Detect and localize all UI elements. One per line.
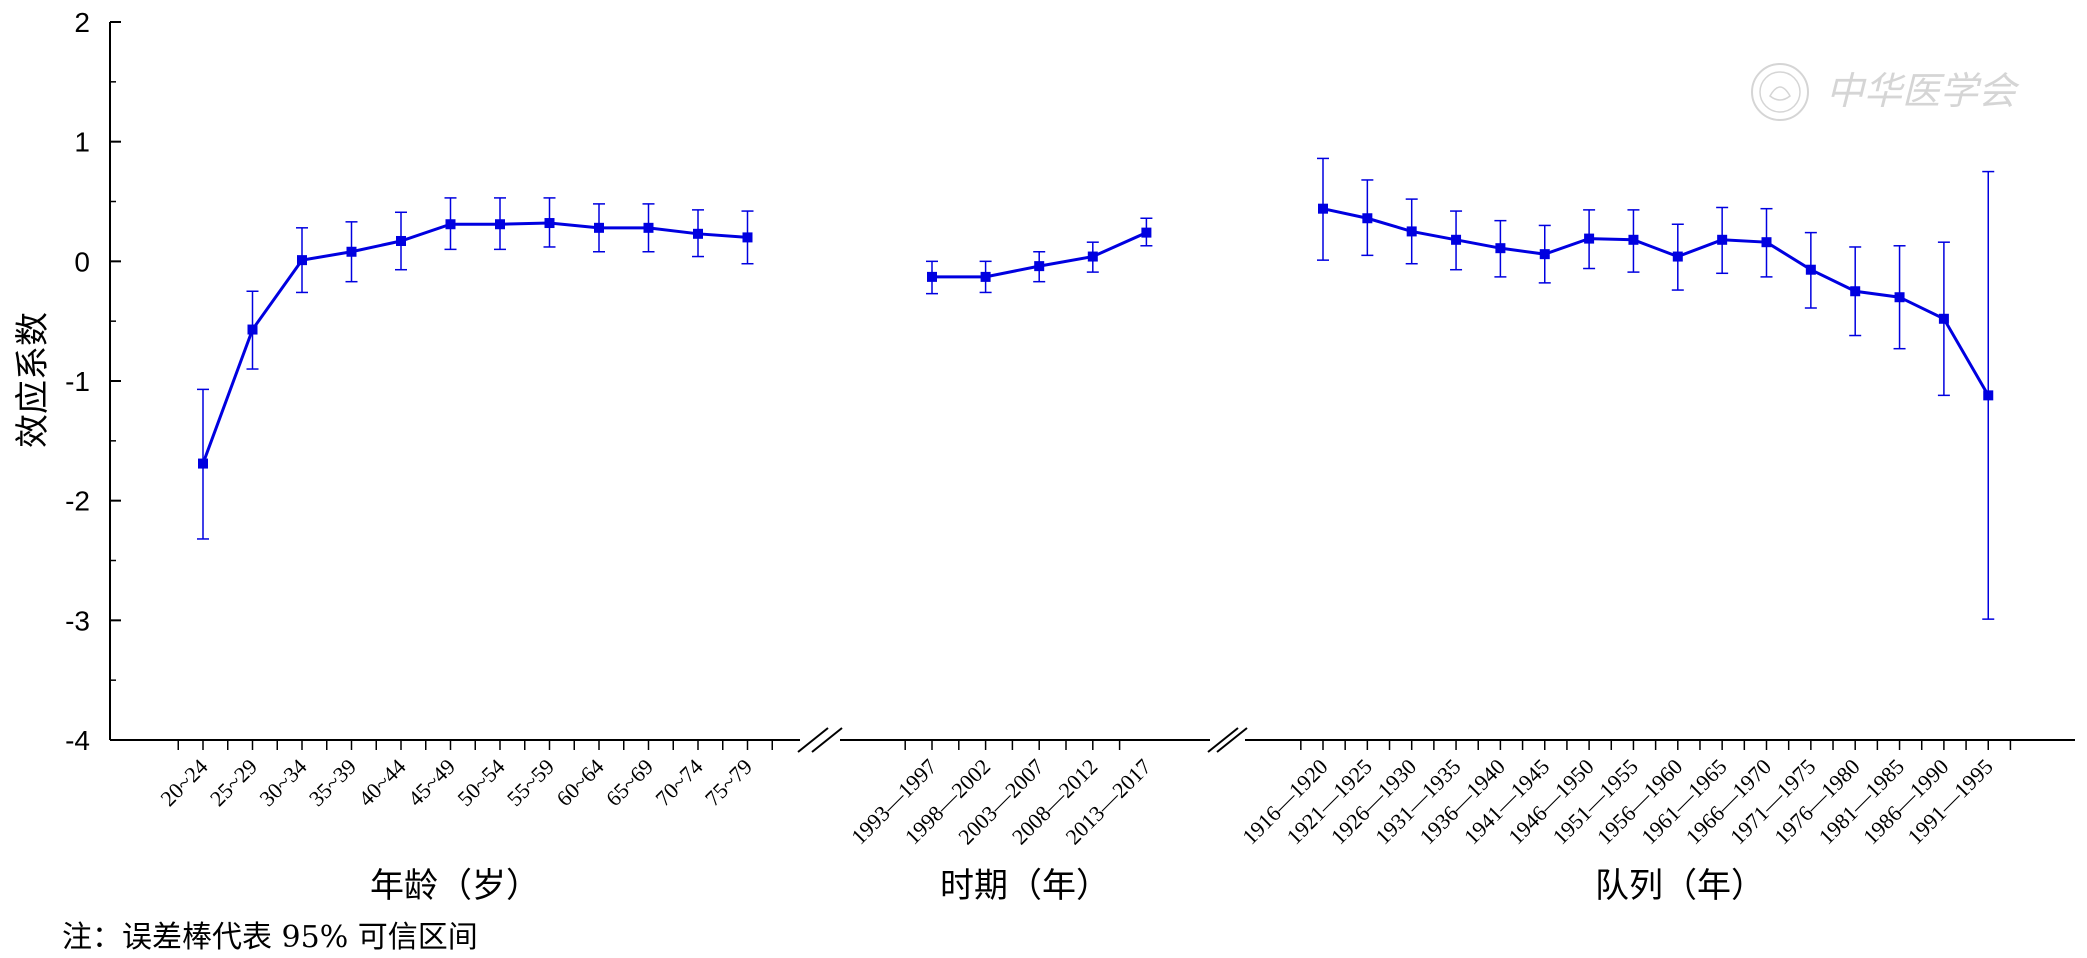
- x-tick-label: 45~49: [403, 754, 460, 811]
- data-point: [594, 222, 604, 233]
- x-tick-label: 20~24: [155, 754, 212, 811]
- data-point: [247, 324, 258, 335]
- x-tick-label: 25~29: [205, 754, 262, 811]
- series-line: [201, 221, 748, 465]
- panel-2: 1993—19971998—20022003—20072008—20122013…: [846, 217, 1156, 906]
- y-axis-title: 效应系数: [13, 312, 53, 448]
- chart-panels: 20~2425~2930~3435~3940~4445~4950~5455~59…: [155, 157, 2012, 906]
- data-point: [1539, 249, 1550, 260]
- data-point: [1141, 227, 1152, 238]
- y-axis: 2 1 0 -1 -2 -3 -4 效应系数: [13, 7, 121, 756]
- y-tick-label: 1: [74, 127, 90, 158]
- axis-break-mark: [1216, 727, 1248, 753]
- x-tick-label: 50~54: [452, 754, 509, 811]
- data-point: [346, 246, 357, 257]
- data-point: [495, 219, 505, 230]
- society-seal-icon: 中华医学会: [1751, 63, 2020, 121]
- data-point: [1087, 251, 1098, 262]
- data-point: [1451, 234, 1462, 245]
- y-tick-label: -4: [65, 725, 90, 756]
- data-point: [1672, 251, 1683, 262]
- panel-1: 20~2425~2930~3435~3940~4445~4950~5455~59…: [155, 197, 773, 906]
- x-tick-label: 65~69: [601, 754, 658, 811]
- series-line: [1322, 207, 1990, 397]
- x-tick-label: 30~34: [254, 754, 311, 811]
- watermark-text: 中华医学会: [1826, 69, 2020, 113]
- data-point: [980, 271, 991, 282]
- axis-break-mark: [797, 727, 829, 753]
- data-point: [1983, 390, 1994, 401]
- data-point: [1717, 234, 1728, 245]
- y-tick-label: -1: [65, 366, 90, 397]
- data-point: [1761, 237, 1772, 248]
- axis-break-mark: [1207, 727, 1239, 753]
- y-tick-label: -3: [65, 605, 90, 636]
- x-tick-label: 40~44: [353, 754, 410, 811]
- data-point: [1406, 226, 1417, 237]
- data-point: [1628, 234, 1639, 245]
- x-axis-title: 队列（年）: [1595, 866, 1765, 906]
- axis-break-mark: [811, 727, 843, 753]
- y-tick-label: 0: [74, 246, 90, 277]
- data-point: [927, 271, 937, 282]
- data-point: [693, 228, 703, 239]
- x-tick-label: 60~64: [551, 754, 608, 811]
- watermark-logo: 中华医学会: [1748, 60, 2048, 134]
- data-point: [1034, 261, 1045, 272]
- data-point: [544, 218, 555, 229]
- data-point: [198, 458, 208, 469]
- data-point: [1318, 203, 1328, 214]
- x-axis-title: 时期（年）: [940, 866, 1110, 906]
- data-point: [1938, 313, 1949, 324]
- data-point: [396, 235, 406, 246]
- x-tick-label: 75~79: [700, 754, 757, 811]
- data-point: [643, 222, 654, 233]
- data-point: [1805, 264, 1816, 275]
- x-tick-label: 35~39: [304, 754, 361, 811]
- footnote: 注：误差棒代表 95% 可信区间: [62, 920, 478, 955]
- data-point: [445, 219, 456, 230]
- data-point: [297, 255, 307, 266]
- y-tick-label: -2: [65, 486, 90, 517]
- data-point: [1362, 213, 1373, 224]
- y-ticks: 2 1 0 -1 -2 -3 -4: [65, 7, 121, 756]
- data-point: [1850, 286, 1861, 297]
- x-axis-title: 年龄（岁）: [370, 866, 540, 906]
- x-tick-label: 70~74: [650, 754, 707, 811]
- data-point: [1894, 292, 1905, 303]
- x-tick-label: 55~59: [502, 754, 559, 811]
- panel-3: 1916—19201921—19251926—19301931—19351936…: [1237, 157, 2012, 906]
- data-point: [1495, 243, 1506, 254]
- data-point: [1584, 233, 1595, 244]
- y-tick-label: 2: [74, 7, 90, 38]
- data-point: [742, 232, 753, 243]
- x-axis: [110, 727, 2075, 753]
